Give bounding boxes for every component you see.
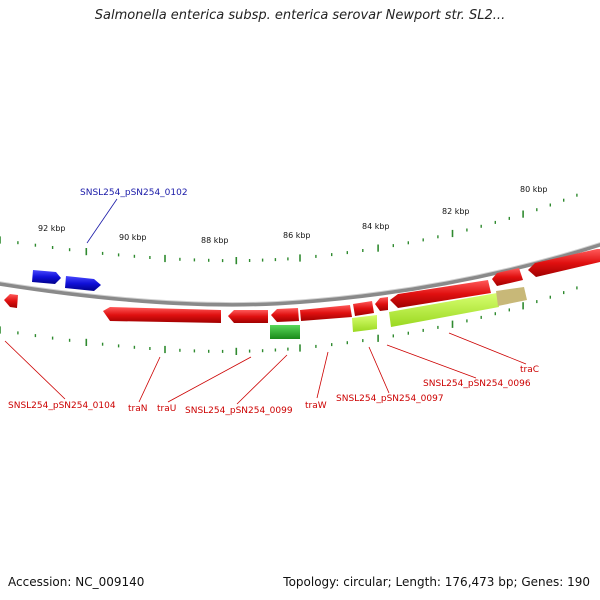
outer-tick-ring <box>0 193 578 265</box>
gene-label-0096: SNSL254_pSN254_0096 <box>423 379 531 389</box>
accession-text: Accession: NC_009140 <box>8 575 145 589</box>
kbp-label-82: 82 kbp <box>442 207 470 216</box>
gene-red-traU[interactable] <box>228 310 268 323</box>
gene-label-traU: traU <box>157 404 176 414</box>
gene-green-0099[interactable] <box>270 325 300 339</box>
gene-red-traC[interactable] <box>390 280 491 308</box>
topology-text: Topology: circular; Length: 176,473 bp; … <box>283 575 590 589</box>
gene-red-0097[interactable] <box>353 301 374 316</box>
gene-label-traW: traW <box>305 401 327 411</box>
kbp-label-88: 88 kbp <box>201 236 229 245</box>
gene-red-right-2[interactable] <box>528 249 600 277</box>
gene-blue-2[interactable] <box>65 276 101 291</box>
kbp-label-80: 80 kbp <box>520 185 548 194</box>
leader-lines-red <box>4 332 527 405</box>
genome-backbone-highlight <box>0 242 600 304</box>
gene-blue-1[interactable] <box>32 270 61 284</box>
gene-label-0102: SNSL254_pSN254_0102 <box>80 188 188 198</box>
gene-label-0099: SNSL254_pSN254_0099 <box>185 406 293 416</box>
genome-backbone <box>0 242 600 307</box>
gene-label-0104: SNSL254_pSN254_0104 <box>8 401 116 411</box>
gene-red-0099[interactable] <box>271 308 299 322</box>
gene-label-traC: traC <box>520 365 539 375</box>
gene-red-0096[interactable] <box>375 297 388 311</box>
kbp-label-86: 86 kbp <box>283 231 311 240</box>
kbp-label-90: 90 kbp <box>119 233 147 242</box>
leader-lines-blue <box>86 198 118 244</box>
gene-red-right-1[interactable] <box>492 268 523 286</box>
gene-lime-0097[interactable] <box>352 315 377 332</box>
gene-red-traW[interactable] <box>300 305 352 321</box>
map-title: Salmonella enterica subsp. enterica sero… <box>94 8 506 23</box>
gene-red-traN[interactable] <box>103 307 221 323</box>
inner-tick-ring <box>0 286 578 355</box>
kbp-label-92: 92 kbp <box>38 224 66 233</box>
gene-red-0104[interactable] <box>4 294 18 308</box>
gene-lime-traC[interactable] <box>389 293 499 327</box>
gene-khaki-traC[interactable] <box>496 287 527 306</box>
gene-label-0097: SNSL254_pSN254_0097 <box>336 394 444 404</box>
gene-label-traN: traN <box>128 404 147 414</box>
kbp-label-84: 84 kbp <box>362 222 390 231</box>
